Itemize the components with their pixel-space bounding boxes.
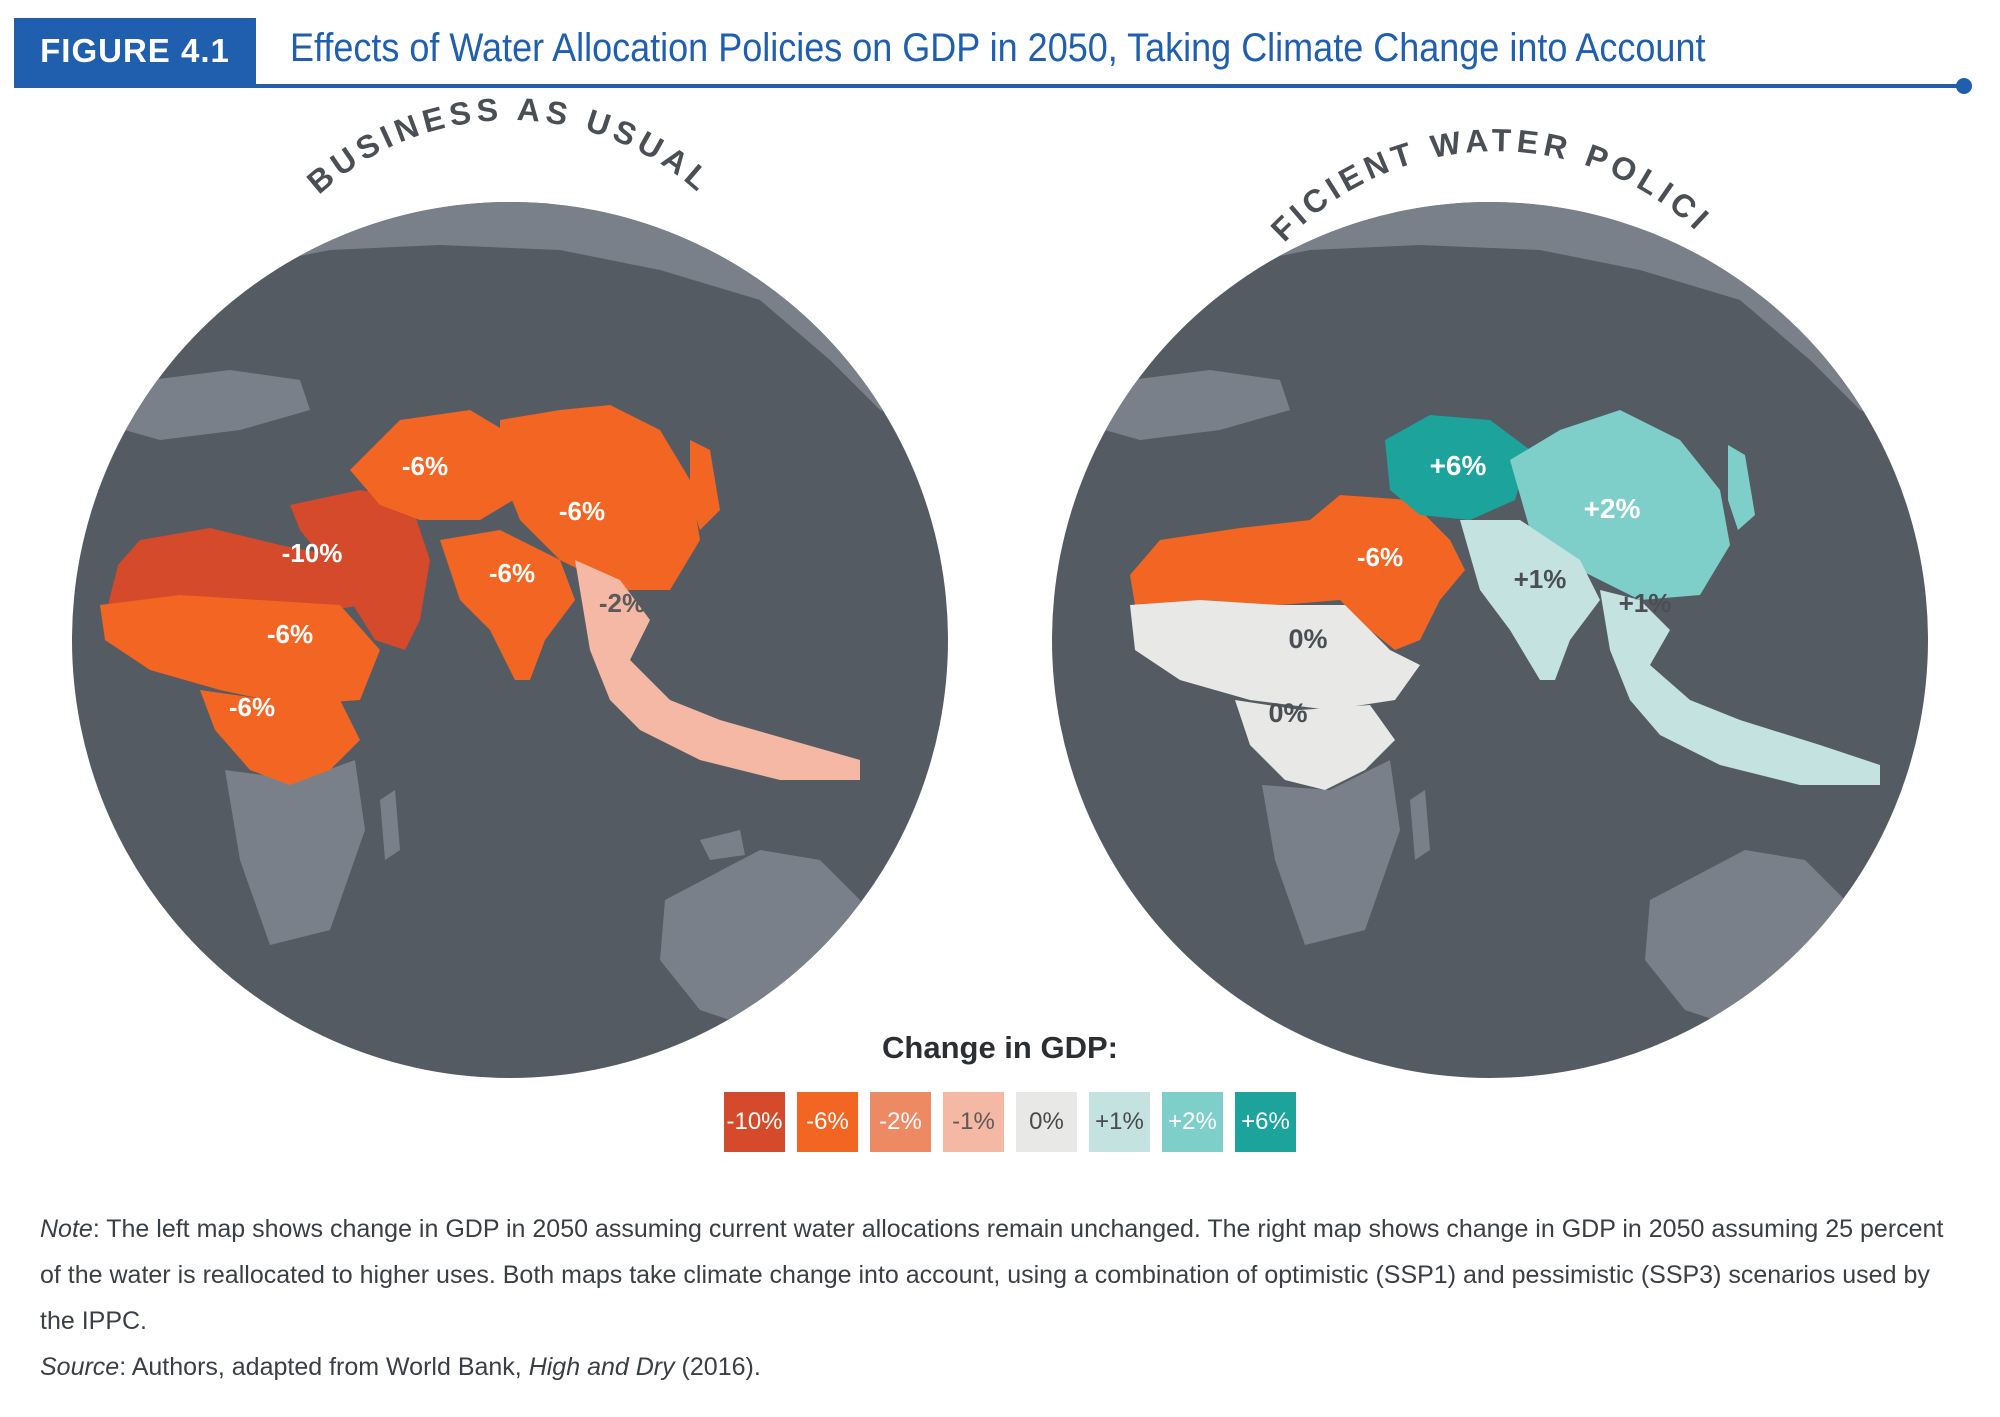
left-region-central-africa (200, 690, 360, 785)
left-globe: -6% -10% -6% -6% -6% -6% -2% BUSINESS AS… (72, 91, 948, 1078)
left-map-title: BUSINESS AS USUAL (300, 91, 720, 201)
left-region-central-asia (350, 410, 530, 520)
legend-swatch: +6% (1235, 1092, 1296, 1152)
figure-header: FIGURE 4.1 Effects of Water Allocation P… (14, 18, 1974, 94)
legend-swatch: +2% (1162, 1092, 1223, 1152)
left-region-sahel (100, 595, 380, 705)
left-region-middle-east (290, 490, 430, 650)
right-region-mena (1130, 495, 1465, 650)
right-label-central-africa: 0% (1268, 698, 1307, 728)
left-label-middle-east: -10% (282, 538, 343, 568)
left-region-north-africa (108, 528, 410, 610)
right-region-sahel (1130, 600, 1420, 710)
legend-swatch: -2% (870, 1092, 931, 1152)
right-label-sahel: 0% (1288, 624, 1327, 654)
left-region-southeast-asia (575, 560, 860, 780)
left-label-central-asia: -6% (402, 451, 448, 481)
left-region-east-asia (500, 405, 700, 590)
right-label-central-asia: +6% (1430, 450, 1487, 481)
legend-swatches: -10% -6% -2% -1% 0% +1% +2% +6% (724, 1092, 1296, 1152)
legend-swatch: -10% (724, 1092, 785, 1152)
right-region-central-asia (1385, 415, 1530, 520)
right-label-southeast-asia: +1% (1619, 588, 1672, 618)
right-label-mena: -6% (1357, 542, 1403, 572)
left-label-central-africa: -6% (229, 692, 275, 722)
left-label-sahel: -6% (267, 619, 313, 649)
right-land (1052, 202, 1928, 1040)
right-region-japan (1728, 445, 1755, 530)
note-paragraph: Note: The left map shows change in GDP i… (40, 1206, 1960, 1344)
right-region-south-asia (1460, 520, 1600, 680)
left-label-east-asia: -6% (559, 496, 605, 526)
figure-title: Effects of Water Allocation Policies on … (290, 26, 1706, 70)
legend-swatch: 0% (1016, 1092, 1077, 1152)
right-region-southeast-asia (1600, 590, 1880, 785)
header-rule (14, 84, 1962, 88)
figure-badge: FIGURE 4.1 (14, 18, 256, 84)
legend-title: Change in GDP: (882, 1030, 1118, 1065)
legend-swatch: -1% (943, 1092, 1004, 1152)
right-label-east-asia: +2% (1584, 493, 1641, 524)
left-region-japan (690, 440, 720, 530)
right-region-central-africa (1235, 700, 1395, 790)
right-ocean (1052, 202, 1928, 1078)
left-label-southeast-asia: -2% (599, 588, 645, 618)
left-label-south-asia: -6% (489, 558, 535, 588)
left-region-south-asia (440, 530, 575, 680)
legend-swatch: +1% (1089, 1092, 1150, 1152)
source-label: Source (40, 1353, 120, 1381)
header-dot (1956, 78, 1972, 94)
source-text-1: : Authors, adapted from World Bank, (119, 1353, 529, 1381)
note-text: : The left map shows change in GDP in 20… (40, 1215, 1944, 1335)
source-text-2: (2016). (674, 1353, 761, 1381)
figure-note: Note: The left map shows change in GDP i… (40, 1206, 1960, 1390)
note-label: Note (40, 1215, 93, 1243)
legend-swatch: -6% (797, 1092, 858, 1152)
source-paragraph: Source: Authors, adapted from World Bank… (40, 1344, 1960, 1390)
source-title: High and Dry (528, 1353, 675, 1381)
right-label-south-asia: +1% (1514, 564, 1567, 594)
